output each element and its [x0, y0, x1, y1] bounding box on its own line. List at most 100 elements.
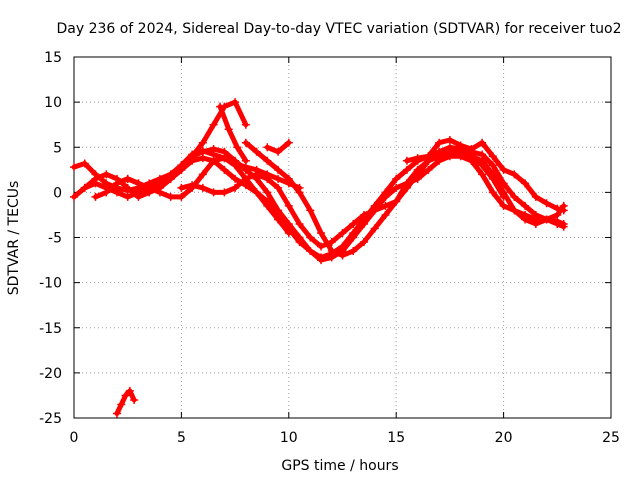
data-point — [117, 400, 126, 409]
data-point — [521, 201, 530, 210]
y-tick-label: 15 — [44, 50, 62, 66]
data-point — [531, 192, 540, 201]
axis-ticks — [73, 56, 612, 419]
data-point — [233, 143, 242, 152]
data-point — [413, 165, 422, 174]
data-point — [220, 165, 229, 174]
data-point — [445, 136, 454, 145]
data-point — [177, 192, 186, 201]
series-track-7 — [216, 102, 250, 165]
x-tick-label: 20 — [495, 430, 513, 446]
data-point — [125, 386, 134, 395]
x-tick-label: 10 — [280, 430, 298, 446]
data-point — [209, 120, 218, 129]
data-point — [467, 152, 476, 161]
data-point — [424, 152, 433, 161]
data-point — [209, 188, 218, 197]
data-point — [102, 170, 111, 179]
series-line — [404, 137, 567, 213]
x-tick-label: 25 — [602, 430, 620, 446]
data-point — [295, 233, 304, 242]
data-point — [252, 170, 261, 179]
data-point — [220, 188, 229, 197]
data-point — [435, 152, 444, 161]
data-point — [488, 188, 497, 197]
y-tick-label: -5 — [48, 231, 62, 247]
x-tick-label: 0 — [70, 430, 79, 446]
data-point — [488, 161, 497, 170]
data-point — [510, 170, 519, 179]
data-point — [198, 147, 207, 156]
data-point — [338, 251, 347, 260]
data-point — [231, 98, 240, 107]
data-point — [112, 409, 121, 418]
data-point — [488, 152, 497, 161]
y-tick-label: 0 — [53, 185, 62, 201]
data-point — [349, 228, 358, 237]
data-point — [559, 222, 568, 231]
data-point — [510, 192, 519, 201]
data-point — [263, 143, 272, 152]
data-point — [478, 150, 487, 159]
data-point — [123, 174, 132, 183]
data-point — [91, 192, 100, 201]
series-track-9 — [263, 138, 293, 156]
tick-labels: 0 5 10 15 20 25 15 10 5 0 -5 -10 -15 -20 -25 — [39, 50, 620, 446]
data-point — [542, 215, 551, 224]
data-point — [130, 395, 139, 404]
data-point — [263, 174, 272, 183]
series-line — [217, 104, 249, 164]
x-axis-label: GPS time / hours — [281, 458, 398, 474]
data-point — [274, 165, 283, 174]
data-point — [177, 183, 186, 192]
data-point — [241, 120, 250, 129]
data-point — [112, 179, 121, 188]
data-point — [553, 219, 562, 228]
data-point — [80, 183, 89, 192]
data-point — [284, 201, 293, 210]
data-point — [274, 147, 283, 156]
data-point — [370, 206, 379, 215]
data-point — [381, 188, 390, 197]
data-point — [198, 183, 207, 192]
data-point — [488, 174, 497, 183]
data-point — [531, 210, 540, 219]
data-point — [231, 183, 240, 192]
data-point — [198, 138, 207, 147]
data-point — [499, 179, 508, 188]
data-point — [274, 174, 283, 183]
data-point — [166, 174, 175, 183]
data-point — [134, 179, 143, 188]
data-point — [402, 156, 411, 165]
data-point — [349, 247, 358, 256]
data-point — [231, 174, 240, 183]
chart-title: Day 236 of 2024, Sidereal Day-to-day VTE… — [56, 21, 621, 37]
data-point — [70, 192, 78, 201]
data-point — [224, 125, 233, 134]
data-point — [402, 179, 411, 188]
data-point — [263, 201, 272, 210]
data-point — [317, 253, 326, 262]
data-point — [392, 197, 401, 206]
data-point — [220, 154, 229, 163]
data-point — [274, 215, 283, 224]
data-point — [274, 206, 283, 215]
data-point — [306, 206, 315, 215]
data-point — [134, 188, 143, 197]
data-point — [241, 138, 250, 147]
series-track-10 — [402, 136, 568, 215]
y-tick-label: -10 — [39, 276, 62, 292]
data-point — [413, 154, 422, 163]
data-point — [252, 147, 261, 156]
data-point — [252, 188, 261, 197]
data-point — [209, 156, 218, 165]
data-point — [80, 159, 89, 168]
data-point — [295, 188, 304, 197]
data-point — [392, 183, 401, 192]
data-point — [216, 102, 225, 111]
data-point — [295, 219, 304, 228]
data-point — [231, 161, 240, 170]
data-point — [123, 183, 132, 192]
data-point — [559, 206, 568, 215]
